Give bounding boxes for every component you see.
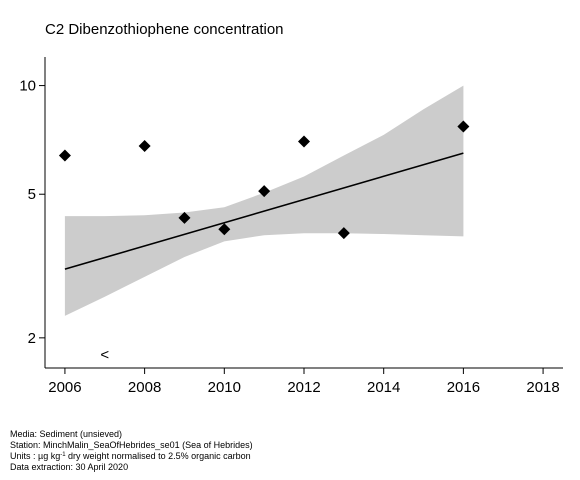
y-tick-label: 2 xyxy=(28,330,36,347)
x-tick-label: 2010 xyxy=(208,379,241,396)
footer: Media: Sediment (unsieved) Station: Minc… xyxy=(10,429,253,472)
units-sup: -1 xyxy=(60,452,66,458)
data-point xyxy=(218,223,231,236)
plot-area: < xyxy=(58,85,470,363)
axes: 2006 2008 2010 2012 2014 2016 2018 2 5 10 xyxy=(19,57,563,396)
data-point xyxy=(58,149,71,162)
x-tick-label: 2016 xyxy=(447,379,480,396)
x-tick-label: 2006 xyxy=(48,379,81,396)
footer-media: Media: Sediment (unsieved) xyxy=(10,429,123,439)
x-tick-label: 2012 xyxy=(287,379,320,396)
less-than-annotation: < xyxy=(100,346,109,363)
data-point xyxy=(178,211,191,224)
x-tick-label: 2014 xyxy=(367,379,400,396)
footer-units: Units : µg kg-1 dry weight normalised to… xyxy=(10,450,253,462)
y-tick-label: 10 xyxy=(19,78,36,95)
data-point xyxy=(258,185,271,198)
footer-station: Station: MinchMalin_SeaOfHebrides_se01 (… xyxy=(10,439,253,450)
units-suffix: dry weight normalised to 2.5% organic ca… xyxy=(65,451,251,461)
data-point xyxy=(337,227,350,240)
data-point xyxy=(138,140,151,153)
confidence-band xyxy=(64,85,464,316)
x-tick-label: 2018 xyxy=(526,379,559,396)
chart-title: C2 Dibenzothiophene concentration xyxy=(45,21,284,38)
y-tick-label: 5 xyxy=(28,186,36,203)
data-point xyxy=(457,120,470,133)
data-points xyxy=(58,120,470,240)
chart: C2 Dibenzothiophene concentration < 2006… xyxy=(19,21,563,396)
footer-extraction: Data extraction: 30 April 2020 xyxy=(10,461,129,472)
x-tick-label: 2008 xyxy=(128,379,161,396)
data-point xyxy=(298,135,310,148)
units-prefix: Units : µg kg xyxy=(10,451,61,461)
trend-line xyxy=(64,152,464,270)
